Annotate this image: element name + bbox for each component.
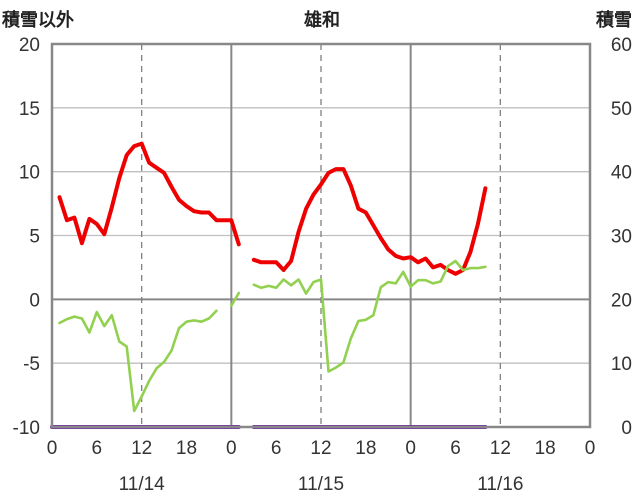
series-line-red (251, 167, 488, 276)
x-tick-label: 12 (490, 438, 511, 459)
x-tick-label: 18 (535, 438, 556, 459)
y-right-tick-label: 20 (611, 290, 632, 311)
plot-frame (50, 42, 592, 429)
x-tick-label: 6 (271, 438, 282, 459)
right-axis-title: 積雪 (595, 9, 632, 31)
series-line-green (252, 259, 487, 373)
y-left-tick-label: -10 (13, 418, 40, 439)
y-right-tick-label: 60 (611, 35, 632, 56)
series-line-red (57, 141, 241, 247)
x-tick-label: 18 (176, 438, 197, 459)
y-left-tick-label: 20 (19, 35, 40, 56)
x-tick-label: 0 (226, 438, 237, 459)
date-label: 11/14 (119, 474, 166, 495)
date-label: 11/16 (477, 474, 523, 495)
x-tick-label: 0 (585, 438, 596, 459)
y-left-tick-label: 0 (29, 290, 40, 311)
series-line-green (58, 309, 218, 413)
x-tick-label: 12 (131, 438, 152, 459)
y-left-tick-label: 5 (29, 227, 40, 248)
y-right-tick-label: 10 (611, 354, 632, 375)
y-right-tick-label: 40 (611, 163, 632, 184)
chart-title: 雄和 (303, 9, 340, 31)
grid (52, 44, 590, 427)
x-tick-label: 12 (310, 438, 331, 459)
series-line-green (230, 291, 241, 307)
left-axis-title: 積雪以外 (1, 9, 74, 31)
y-right-tick-label: 0 (621, 418, 632, 439)
x-tick-label: 6 (92, 438, 103, 459)
x-tick-label: 0 (405, 438, 416, 459)
series-layer (50, 141, 488, 429)
x-tick-label: 6 (450, 438, 461, 459)
y-left-tick-label: 15 (19, 99, 40, 120)
y-left-tick-label: -5 (23, 354, 40, 375)
y-right-tick-label: 50 (611, 99, 632, 120)
x-tick-label: 0 (47, 438, 58, 459)
date-label: 11/15 (298, 474, 344, 495)
y-right-tick-label: 30 (611, 227, 632, 248)
y-left-tick-label: 10 (19, 163, 40, 184)
x-tick-label: 18 (355, 438, 376, 459)
